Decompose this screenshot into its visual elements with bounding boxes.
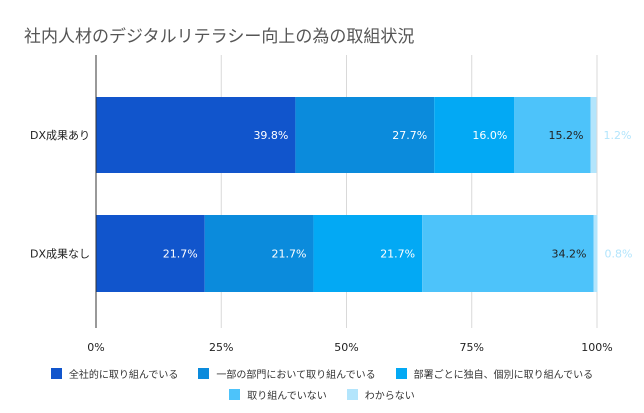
x-tick-label: 75% <box>460 341 484 354</box>
legend-swatch <box>50 368 62 379</box>
legend-swatch <box>229 389 241 400</box>
chart-title: 社内人材のデジタルリテラシー向上の為の取組状況 <box>24 27 415 47</box>
legend-swatch <box>198 368 210 379</box>
legend-item: 取り組んでいない <box>229 387 327 402</box>
legend-label: 一部の部門において取り組んでいる <box>216 370 376 381</box>
data-label: 21.7% <box>271 248 306 261</box>
legend-swatch <box>395 368 407 379</box>
data-label: 21.7% <box>163 248 198 261</box>
category-label: DX成果あり <box>30 129 90 142</box>
legend-label: わからない <box>364 391 415 402</box>
legend-item: 全社的に取り組んでいる <box>50 366 179 381</box>
data-label: 15.2% <box>549 129 584 142</box>
legend-label: 部署ごとに独自、個別に取り組んでいる <box>413 370 594 381</box>
x-tick-label: 100% <box>581 341 612 354</box>
data-label: 16.0% <box>472 129 507 142</box>
data-label: 21.7% <box>380 248 415 261</box>
legend-swatch <box>346 389 358 400</box>
bar-segment <box>514 97 591 173</box>
data-label: 0.8% <box>605 248 633 261</box>
x-tick-label: 0% <box>87 341 104 354</box>
legend-item: 一部の部門において取り組んでいる <box>198 366 376 381</box>
bar-segment <box>96 215 205 292</box>
x-tick-label: 50% <box>334 341 358 354</box>
bar-segment <box>96 97 296 173</box>
data-label: 27.7% <box>392 129 427 142</box>
bar-segment <box>295 97 435 173</box>
bar-segment <box>204 215 314 292</box>
category-label: DX成果なし <box>30 248 90 261</box>
bar-segment <box>313 215 423 292</box>
bar-segment <box>422 215 594 292</box>
x-tick-label: 25% <box>209 341 233 354</box>
bar-segment <box>593 215 598 292</box>
data-label: 34.2% <box>552 248 587 261</box>
chart-legend: 全社的に取り組んでいる 一部の部門において取り組んでいる 部署ごとに独自、個別に… <box>0 366 644 408</box>
bar-segment <box>590 97 597 173</box>
legend-label: 取り組んでいない <box>247 391 327 402</box>
data-label: 39.8% <box>253 129 288 142</box>
bar-segment <box>434 97 515 173</box>
legend-row-1: 全社的に取り組んでいる 一部の部門において取り組んでいる 部署ごとに独自、個別に… <box>0 366 644 381</box>
legend-row-2: 取り組んでいない わからない <box>0 387 644 402</box>
legend-label: 全社的に取り組んでいる <box>68 370 179 381</box>
legend-item: 部署ごとに独自、個別に取り組んでいる <box>395 366 594 381</box>
data-label: 1.2% <box>603 129 631 142</box>
legend-item: わからない <box>346 387 415 402</box>
